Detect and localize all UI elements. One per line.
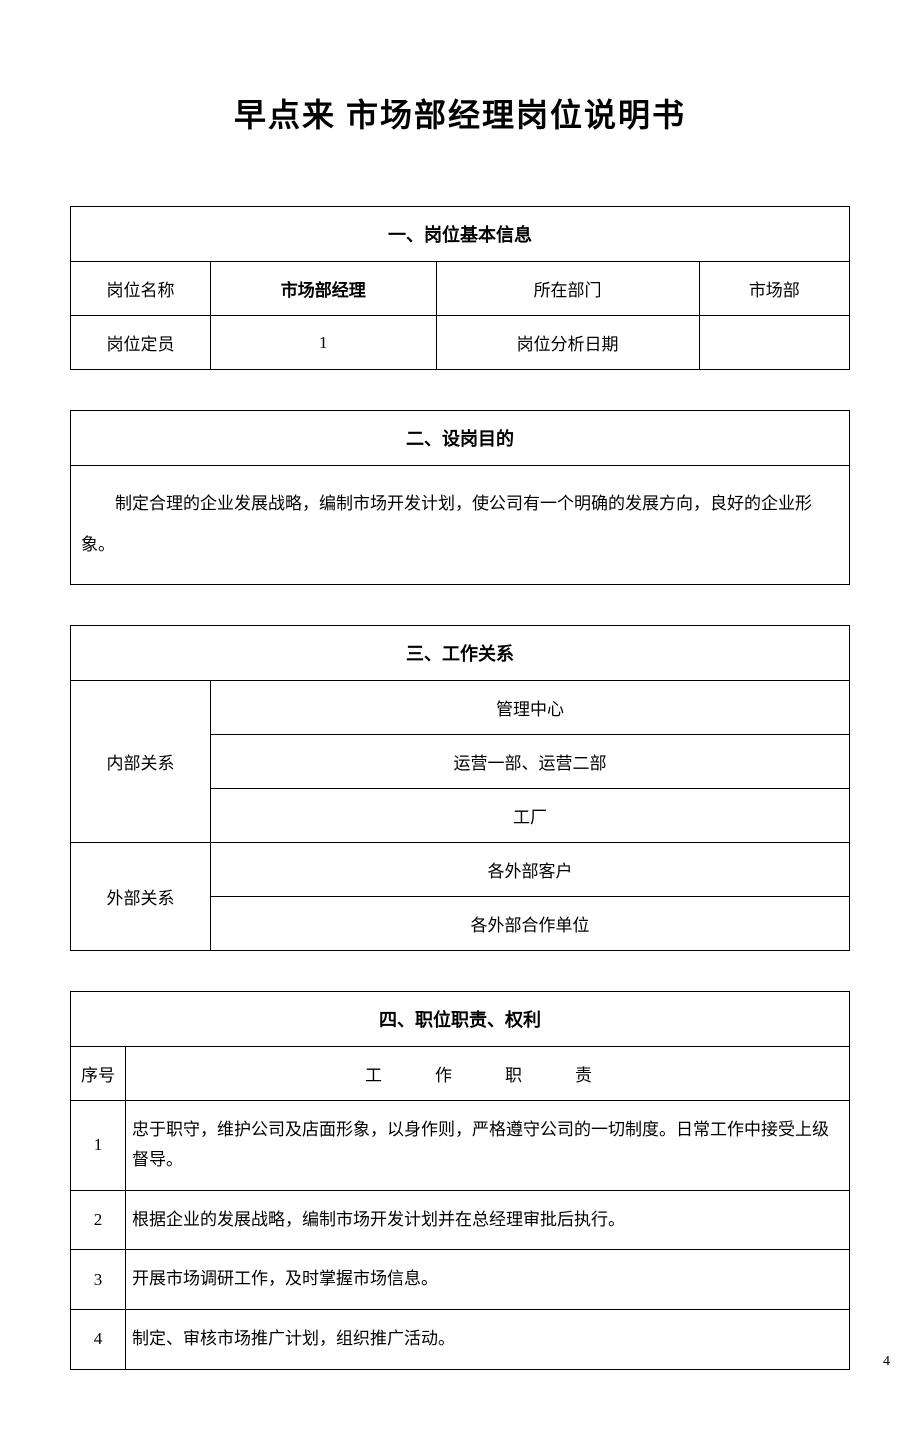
table-row: 2 根据企业的发展战略，编制市场开发计划并在总经理审批后执行。 <box>71 1190 850 1250</box>
value-department: 市场部 <box>699 262 849 316</box>
duty-seq: 3 <box>71 1250 126 1310</box>
internal-item: 管理中心 <box>211 680 850 734</box>
external-item: 各外部客户 <box>211 842 850 896</box>
external-item: 各外部合作单位 <box>211 896 850 950</box>
table-row: 1 忠于职守，维护公司及店面形象，以身作则，严格遵守公司的一切制度。日常工作中接… <box>71 1100 850 1190</box>
duty-seq: 1 <box>71 1100 126 1190</box>
table-row: 3 开展市场调研工作，及时掌握市场信息。 <box>71 1250 850 1310</box>
label-position-name: 岗位名称 <box>71 262 211 316</box>
table-basic-info: 一、岗位基本信息 岗位名称 市场部经理 所在部门 市场部 岗位定员 1 岗位分析… <box>70 206 850 370</box>
duty-text: 制定、审核市场推广计划，组织推广活动。 <box>126 1309 850 1369</box>
value-analysis-date <box>699 316 849 370</box>
duty-text: 根据企业的发展战略，编制市场开发计划并在总经理审批后执行。 <box>126 1190 850 1250</box>
internal-item: 工厂 <box>211 788 850 842</box>
label-external: 外部关系 <box>71 842 211 950</box>
label-headcount: 岗位定员 <box>71 316 211 370</box>
section3-header: 三、工作关系 <box>71 625 850 680</box>
duty-seq: 4 <box>71 1309 126 1369</box>
page-number: 4 <box>883 1354 890 1370</box>
section2-header: 二、设岗目的 <box>71 411 850 466</box>
section4-header: 四、职位职责、权利 <box>71 991 850 1046</box>
duty-text: 开展市场调研工作，及时掌握市场信息。 <box>126 1250 850 1310</box>
table-duties: 四、职位职责、权利 序号 工 作 职 责 1 忠于职守，维护公司及店面形象，以身… <box>70 991 850 1370</box>
col-header-duty: 工 作 职 责 <box>126 1046 850 1100</box>
table-row: 岗位名称 市场部经理 所在部门 市场部 <box>71 262 850 316</box>
label-internal: 内部关系 <box>71 680 211 842</box>
section1-header: 一、岗位基本信息 <box>71 207 850 262</box>
col-header-duty-text: 工 作 职 责 <box>365 1066 610 1085</box>
table-row: 岗位定员 1 岗位分析日期 <box>71 316 850 370</box>
purpose-body: 制定合理的企业发展战略，编制市场开发计划，使公司有一个明确的发展方向，良好的企业… <box>71 466 850 585</box>
label-analysis-date: 岗位分析日期 <box>436 316 699 370</box>
duty-seq: 2 <box>71 1190 126 1250</box>
value-headcount: 1 <box>211 316 437 370</box>
duty-text: 忠于职守，维护公司及店面形象，以身作则，严格遵守公司的一切制度。日常工作中接受上… <box>126 1100 850 1190</box>
label-department: 所在部门 <box>436 262 699 316</box>
internal-item: 运营一部、运营二部 <box>211 734 850 788</box>
table-row: 4 制定、审核市场推广计划，组织推广活动。 <box>71 1309 850 1369</box>
table-relations: 三、工作关系 内部关系 管理中心 运营一部、运营二部 工厂 外部关系 各外部客户… <box>70 625 850 951</box>
value-position-name: 市场部经理 <box>211 262 437 316</box>
table-purpose: 二、设岗目的 制定合理的企业发展战略，编制市场开发计划，使公司有一个明确的发展方… <box>70 410 850 585</box>
document-title: 早点来 市场部经理岗位说明书 <box>70 90 850 136</box>
col-header-seq: 序号 <box>71 1046 126 1100</box>
